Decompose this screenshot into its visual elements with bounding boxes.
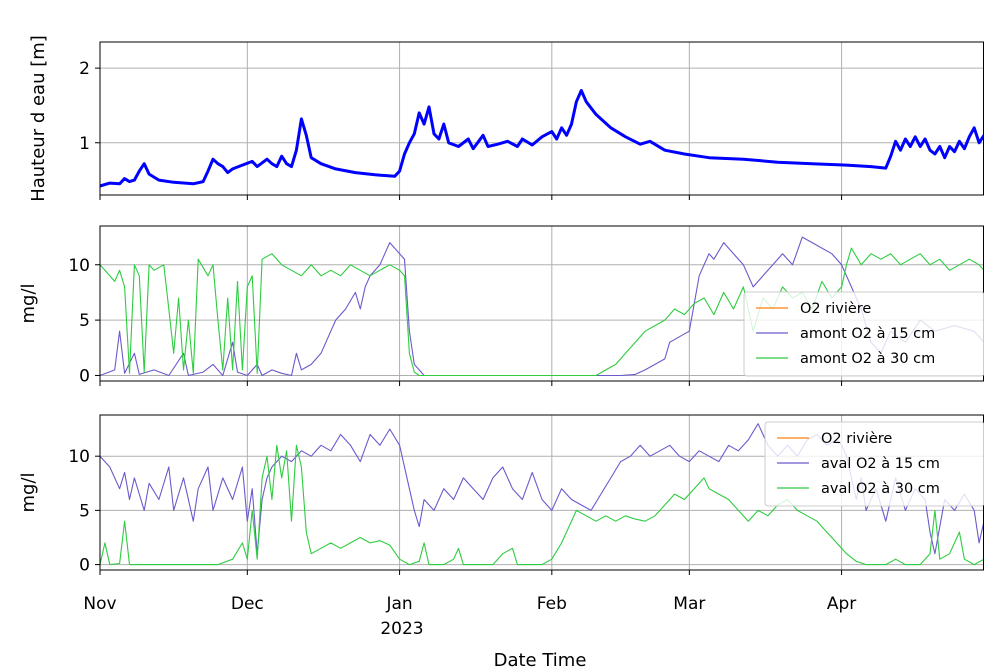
x-tick-label: Mar bbox=[673, 594, 705, 614]
series-line-water-height bbox=[99, 89, 984, 188]
legend-box bbox=[743, 291, 984, 377]
chart-panels: 1 2 Hauteur d eau [m] 0 5 10 mg/l O2 rivière amo… bbox=[18, 35, 984, 576]
legend-label: O2 rivière bbox=[821, 431, 892, 447]
x-axis-label: Date Time bbox=[494, 650, 587, 671]
legend-label: amont O2 à 30 cm bbox=[800, 351, 935, 367]
panel-3: 0 5 10 mg/l O2 rivière aval O2 à 15 cm aval O2… bbox=[18, 414, 984, 576]
legend-label: O2 rivière bbox=[800, 301, 871, 317]
y-tick-label: 5 bbox=[79, 311, 90, 331]
x-tick-label: Jan bbox=[385, 594, 412, 614]
x-tick-labels: Nov Dec Jan Feb Mar Apr bbox=[83, 594, 856, 614]
x-tick-label: Nov bbox=[83, 594, 116, 614]
legend-label: amont O2 à 15 cm bbox=[800, 326, 935, 342]
y-axis-label: Hauteur d eau [m] bbox=[28, 35, 49, 202]
x-tick-label: Apr bbox=[827, 594, 856, 614]
y-tick-label: 0 bbox=[79, 366, 90, 386]
y-tick-label: 10 bbox=[68, 256, 90, 276]
y-tick-label: 10 bbox=[68, 447, 90, 467]
x-tick-label: Dec bbox=[231, 594, 264, 614]
legend: O2 rivière aval O2 à 15 cm aval O2 à 30 cm bbox=[764, 421, 984, 507]
y-axis-label: mg/l bbox=[18, 283, 39, 323]
panel-1: 1 2 Hauteur d eau [m] bbox=[28, 35, 984, 202]
y-tick-label: 1 bbox=[79, 134, 90, 154]
panel-2: 0 5 10 mg/l O2 rivière amont O2 à 15 cm amont … bbox=[18, 225, 984, 386]
series-line-amont-O2-à-30-cm bbox=[99, 247, 984, 377]
x-tick-label: Feb bbox=[537, 594, 567, 614]
series-line-amont-O2-à-15-cm bbox=[99, 236, 984, 377]
y-tick-label: 2 bbox=[79, 59, 90, 79]
y-tick-label: 5 bbox=[79, 501, 90, 521]
legend-box bbox=[764, 421, 984, 507]
legend: O2 rivière amont O2 à 15 cm amont O2 à 30 … bbox=[743, 291, 984, 377]
series-line-aval-O2-à-30-cm bbox=[99, 444, 984, 566]
legend-label: aval O2 à 15 cm bbox=[821, 456, 940, 472]
y-tick-label: 0 bbox=[79, 556, 90, 576]
x-year-label: 2023 bbox=[380, 619, 423, 639]
axes-frame bbox=[99, 41, 984, 196]
legend-label: aval O2 à 30 cm bbox=[821, 481, 940, 497]
y-axis-label: mg/l bbox=[18, 472, 39, 512]
